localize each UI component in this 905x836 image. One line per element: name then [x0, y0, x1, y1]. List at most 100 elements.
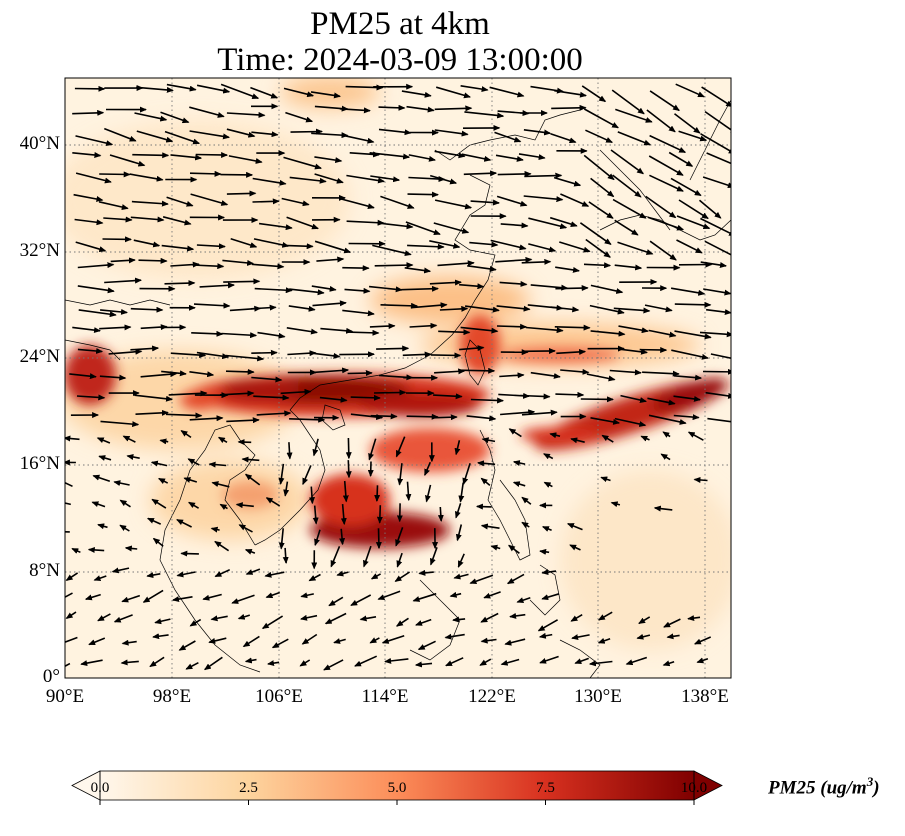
wind-arrow — [159, 438, 169, 445]
wind-arrow — [244, 473, 261, 486]
wind-arrow — [241, 456, 260, 463]
wind-arrow — [377, 590, 401, 600]
wind-arrow — [280, 388, 312, 395]
wind-arrow — [610, 149, 645, 175]
wind-arrow — [549, 216, 578, 227]
wind-arrow — [696, 657, 709, 664]
wind-arrow — [168, 390, 208, 397]
wind-arrow — [368, 438, 377, 461]
wind-arrow — [670, 177, 702, 197]
wind-arrow — [384, 657, 409, 664]
wind-arrow — [257, 331, 286, 339]
wind-arrow — [457, 553, 465, 568]
wind-arrow — [516, 597, 531, 604]
wind-arrow — [193, 302, 231, 309]
wind-arrow — [256, 410, 292, 417]
wind-arrow — [508, 428, 522, 438]
wind-arrow — [438, 329, 471, 336]
wind-arrow — [701, 86, 731, 108]
wind-arrow — [154, 618, 171, 625]
colorbar-tick-7-5: 7.5 — [536, 780, 555, 796]
wind-arrow — [189, 170, 222, 177]
wind-arrow — [430, 547, 438, 566]
wind-arrow — [320, 327, 354, 334]
wind-arrow — [570, 614, 583, 622]
wind-arrow — [666, 633, 680, 640]
wind-arrow — [161, 244, 195, 252]
wind-arrow — [235, 502, 254, 509]
wind-vectors — [65, 83, 731, 671]
wind-arrow — [344, 287, 371, 294]
wind-arrow — [180, 430, 192, 439]
wind-arrow — [245, 568, 261, 575]
wind-arrow — [673, 374, 703, 381]
wind-arrow — [614, 219, 639, 236]
wind-arrow — [164, 280, 196, 287]
map-title-line1: PM25 at 4km — [310, 6, 490, 42]
wind-arrow — [461, 153, 492, 162]
wind-arrow — [647, 216, 685, 231]
wind-arrow — [477, 460, 496, 467]
wind-arrow — [311, 285, 337, 292]
wind-arrow — [122, 435, 136, 443]
wind-arrow — [146, 572, 161, 579]
wind-arrow — [265, 591, 281, 599]
wind-arrow — [475, 503, 492, 510]
wind-arrow — [251, 131, 279, 138]
wind-arrow — [80, 659, 103, 667]
wind-arrow — [314, 240, 352, 254]
wind-arrow — [707, 417, 731, 423]
wind-arrow — [414, 661, 433, 668]
wind-arrow — [225, 368, 255, 375]
wind-arrow — [121, 639, 137, 646]
wind-arrow — [470, 397, 505, 404]
wind-arrow — [462, 462, 471, 486]
wind-arrow — [324, 612, 347, 625]
wind-arrow — [710, 353, 731, 360]
wind-arrow — [530, 284, 569, 291]
wind-arrow — [499, 280, 528, 287]
wind-arrow — [642, 370, 680, 377]
wind-arrow — [459, 367, 496, 374]
wind-arrow — [649, 90, 680, 112]
wind-arrow — [479, 658, 492, 666]
wind-arrow — [288, 305, 316, 312]
wind-arrow — [189, 371, 215, 378]
wind-arrow — [208, 461, 227, 468]
wind-arrow — [663, 618, 681, 628]
wind-arrow — [521, 521, 530, 529]
lon-label-122e: 122°E — [468, 686, 516, 707]
wind-arrow — [164, 130, 201, 145]
wind-arrow — [370, 413, 398, 420]
wind-arrow — [483, 591, 501, 599]
wind-arrow — [342, 134, 375, 144]
wind-arrow — [339, 107, 371, 114]
wind-arrow — [499, 372, 525, 379]
wind-arrow — [252, 198, 280, 205]
colorbar — [71, 770, 723, 805]
wind-arrow — [500, 658, 520, 666]
wind-arrow — [509, 612, 526, 619]
wind-arrow — [319, 396, 348, 403]
wind-arrow — [581, 85, 607, 103]
wind-arrow — [189, 106, 225, 118]
wind-arrow — [585, 129, 614, 144]
wind-arrow — [189, 618, 202, 627]
wind-arrow — [512, 460, 526, 466]
wind-arrow — [203, 656, 223, 671]
lat-label-24n: 24°N — [19, 346, 60, 367]
wind-arrow — [160, 111, 190, 124]
wind-arrow — [541, 569, 557, 576]
colorbar-label-close: ) — [873, 777, 880, 799]
wind-arrow — [244, 548, 256, 555]
wind-arrow — [460, 326, 499, 334]
wind-arrow — [135, 409, 169, 416]
wind-arrow — [586, 373, 616, 382]
wind-arrow — [176, 518, 192, 528]
wind-arrow — [136, 130, 174, 143]
wind-arrow — [196, 351, 230, 360]
wind-arrow — [649, 134, 687, 154]
wind-arrow — [579, 222, 612, 245]
wind-arrow — [555, 285, 589, 292]
wind-arrow — [170, 352, 207, 359]
